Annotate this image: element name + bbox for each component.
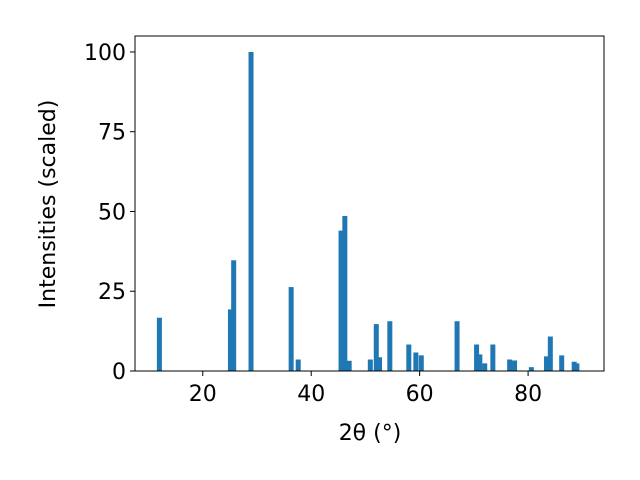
- x-tick-label-2: 60: [406, 382, 434, 407]
- bar-28: [574, 363, 580, 371]
- x-tick-label-0: 20: [189, 382, 217, 407]
- bar-10: [373, 324, 379, 371]
- bar-13: [406, 344, 412, 371]
- x-axis-label: 2θ (°): [339, 421, 402, 446]
- bar-5: [295, 359, 301, 371]
- y-tick-label-1: 25: [98, 280, 126, 305]
- bar-4: [288, 287, 294, 371]
- bar-2: [231, 260, 237, 371]
- bar-7: [342, 215, 348, 371]
- bar-9: [367, 359, 373, 371]
- bar-1: [227, 309, 233, 371]
- bar-22: [512, 360, 518, 371]
- plot-background: [135, 36, 604, 371]
- y-tick-label-2: 50: [98, 200, 126, 225]
- y-axis-label: Intensities (scaled): [36, 100, 61, 309]
- bar-8: [346, 360, 352, 371]
- x-ticks: 20 40 60 80: [189, 371, 542, 407]
- y-ticks: 0 25 50 75 100: [84, 41, 135, 385]
- x-tick-label-3: 80: [514, 382, 542, 407]
- bar-19: [482, 363, 488, 371]
- bar-24: [544, 356, 550, 371]
- bar-6: [338, 230, 344, 371]
- bar-15: [418, 355, 424, 371]
- bar-11: [377, 357, 383, 371]
- bar-18: [477, 354, 483, 371]
- y-tick-label-0: 0: [112, 360, 126, 385]
- bar-3: [248, 51, 254, 371]
- bar-16: [454, 321, 460, 371]
- x-tick-label-1: 40: [297, 382, 325, 407]
- bar-17: [474, 344, 480, 371]
- y-tick-label-3: 75: [98, 121, 126, 146]
- bar-26: [559, 355, 565, 371]
- bar-27: [571, 361, 577, 371]
- bar-14: [413, 352, 419, 371]
- bar-12: [387, 321, 393, 371]
- bar-20: [490, 344, 496, 371]
- y-tick-label-4: 100: [84, 41, 126, 66]
- bar-25: [547, 336, 553, 371]
- bar-23: [528, 367, 534, 371]
- bar-0: [156, 317, 162, 371]
- plot-frame: [134, 35, 605, 372]
- bars-group: [156, 51, 580, 371]
- bar-21: [507, 359, 513, 371]
